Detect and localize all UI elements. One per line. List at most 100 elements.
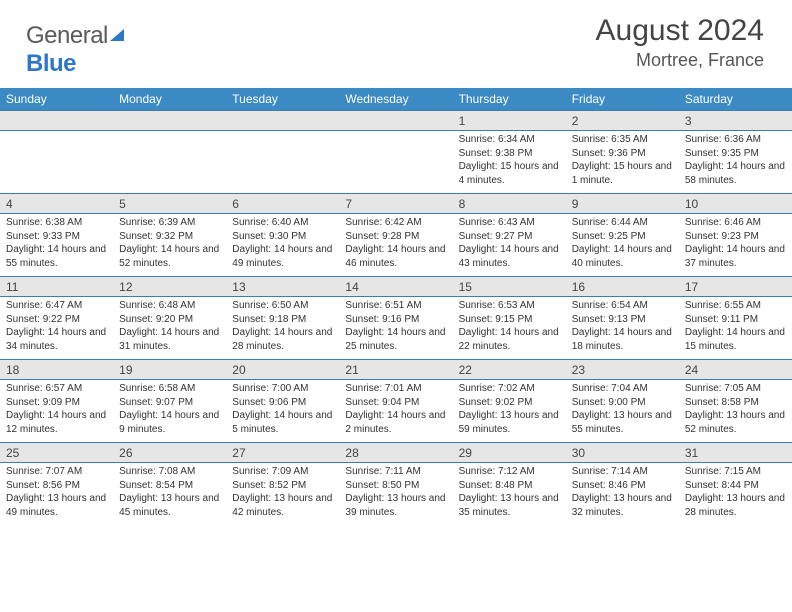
- day-info: Sunrise: 6:42 AMSunset: 9:28 PMDaylight:…: [339, 214, 452, 276]
- week-num-row: 25262728293031: [0, 443, 792, 463]
- day-number: 6: [226, 194, 339, 213]
- daylight-text: Daylight: 14 hours and 18 minutes.: [572, 326, 673, 353]
- week-num-row: 45678910: [0, 194, 792, 214]
- week-info-row: Sunrise: 6:57 AMSunset: 9:09 PMDaylight:…: [0, 380, 792, 443]
- day-number: 2: [566, 111, 679, 130]
- sunset-text: Sunset: 9:25 PM: [572, 230, 673, 244]
- day-info-cell: Sunrise: 6:58 AMSunset: 9:07 PMDaylight:…: [113, 380, 226, 443]
- sunrise-text: Sunrise: 6:47 AM: [6, 299, 107, 313]
- day-cell: 24: [679, 360, 792, 380]
- sunset-text: Sunset: 9:33 PM: [6, 230, 107, 244]
- day-info-cell: Sunrise: 6:36 AMSunset: 9:35 PMDaylight:…: [679, 131, 792, 194]
- sunrise-text: Sunrise: 7:01 AM: [345, 382, 446, 396]
- day-number: 26: [113, 443, 226, 462]
- day-info-cell: [0, 131, 113, 194]
- day-info-cell: Sunrise: 7:07 AMSunset: 8:56 PMDaylight:…: [0, 463, 113, 526]
- daylight-text: Daylight: 14 hours and 58 minutes.: [685, 160, 786, 187]
- day-number: 17: [679, 277, 792, 296]
- sunrise-text: Sunrise: 7:09 AM: [232, 465, 333, 479]
- daylight-text: Daylight: 13 hours and 39 minutes.: [345, 492, 446, 519]
- daylight-text: Daylight: 14 hours and 43 minutes.: [459, 243, 560, 270]
- day-cell: 1: [453, 111, 566, 131]
- day-cell: 21: [339, 360, 452, 380]
- day-info-cell: Sunrise: 6:40 AMSunset: 9:30 PMDaylight:…: [226, 214, 339, 277]
- day-info: Sunrise: 6:34 AMSunset: 9:38 PMDaylight:…: [453, 131, 566, 193]
- col-wednesday: Wednesday: [339, 88, 452, 111]
- day-info-cell: [226, 131, 339, 194]
- sunset-text: Sunset: 9:20 PM: [119, 313, 220, 327]
- day-number: 7: [339, 194, 452, 213]
- day-info-cell: Sunrise: 6:51 AMSunset: 9:16 PMDaylight:…: [339, 297, 452, 360]
- week-info-row: Sunrise: 6:34 AMSunset: 9:38 PMDaylight:…: [0, 131, 792, 194]
- day-number: 23: [566, 360, 679, 379]
- day-cell: 26: [113, 443, 226, 463]
- daylight-text: Daylight: 13 hours and 52 minutes.: [685, 409, 786, 436]
- day-number: 11: [0, 277, 113, 296]
- day-number: 1: [453, 111, 566, 130]
- day-info-cell: Sunrise: 6:43 AMSunset: 9:27 PMDaylight:…: [453, 214, 566, 277]
- day-number: 18: [0, 360, 113, 379]
- sunrise-text: Sunrise: 7:14 AM: [572, 465, 673, 479]
- daylight-text: Daylight: 14 hours and 5 minutes.: [232, 409, 333, 436]
- day-info-cell: Sunrise: 6:53 AMSunset: 9:15 PMDaylight:…: [453, 297, 566, 360]
- day-number: 19: [113, 360, 226, 379]
- day-info: [113, 131, 226, 189]
- daylight-text: Daylight: 14 hours and 52 minutes.: [119, 243, 220, 270]
- day-info-cell: Sunrise: 6:44 AMSunset: 9:25 PMDaylight:…: [566, 214, 679, 277]
- day-number: 25: [0, 443, 113, 462]
- sunset-text: Sunset: 9:02 PM: [459, 396, 560, 410]
- sunrise-text: Sunrise: 6:38 AM: [6, 216, 107, 230]
- day-number: 21: [339, 360, 452, 379]
- day-info: Sunrise: 7:07 AMSunset: 8:56 PMDaylight:…: [0, 463, 113, 525]
- col-sunday: Sunday: [0, 88, 113, 111]
- day-number: 27: [226, 443, 339, 462]
- sunrise-text: Sunrise: 7:15 AM: [685, 465, 786, 479]
- day-info: Sunrise: 6:47 AMSunset: 9:22 PMDaylight:…: [0, 297, 113, 359]
- sunrise-text: Sunrise: 6:51 AM: [345, 299, 446, 313]
- day-info: Sunrise: 7:05 AMSunset: 8:58 PMDaylight:…: [679, 380, 792, 442]
- day-info: Sunrise: 6:55 AMSunset: 9:11 PMDaylight:…: [679, 297, 792, 359]
- day-info-cell: Sunrise: 7:08 AMSunset: 8:54 PMDaylight:…: [113, 463, 226, 526]
- day-cell: 9: [566, 194, 679, 214]
- daylight-text: Daylight: 14 hours and 49 minutes.: [232, 243, 333, 270]
- sunrise-text: Sunrise: 6:53 AM: [459, 299, 560, 313]
- sunrise-text: Sunrise: 7:02 AM: [459, 382, 560, 396]
- day-number: 9: [566, 194, 679, 213]
- sunrise-text: Sunrise: 6:44 AM: [572, 216, 673, 230]
- day-info-cell: Sunrise: 6:34 AMSunset: 9:38 PMDaylight:…: [453, 131, 566, 194]
- day-number: 5: [113, 194, 226, 213]
- day-info-cell: [339, 131, 452, 194]
- daylight-text: Daylight: 13 hours and 35 minutes.: [459, 492, 560, 519]
- day-cell: 12: [113, 277, 226, 297]
- day-info: Sunrise: 7:00 AMSunset: 9:06 PMDaylight:…: [226, 380, 339, 442]
- day-info: Sunrise: 6:48 AMSunset: 9:20 PMDaylight:…: [113, 297, 226, 359]
- day-cell: [226, 111, 339, 131]
- sunset-text: Sunset: 8:50 PM: [345, 479, 446, 493]
- title-block: August 2024 Mortree, France: [596, 14, 764, 71]
- day-cell: 15: [453, 277, 566, 297]
- sunset-text: Sunset: 9:18 PM: [232, 313, 333, 327]
- day-info: Sunrise: 7:08 AMSunset: 8:54 PMDaylight:…: [113, 463, 226, 525]
- day-info: Sunrise: 6:44 AMSunset: 9:25 PMDaylight:…: [566, 214, 679, 276]
- sunrise-text: Sunrise: 6:43 AM: [459, 216, 560, 230]
- triangle-icon: [108, 22, 126, 50]
- day-number: 20: [226, 360, 339, 379]
- col-monday: Monday: [113, 88, 226, 111]
- day-info-cell: Sunrise: 7:09 AMSunset: 8:52 PMDaylight:…: [226, 463, 339, 526]
- sunrise-text: Sunrise: 6:48 AM: [119, 299, 220, 313]
- day-info: Sunrise: 6:40 AMSunset: 9:30 PMDaylight:…: [226, 214, 339, 276]
- sunset-text: Sunset: 9:38 PM: [459, 147, 560, 161]
- day-info: Sunrise: 6:50 AMSunset: 9:18 PMDaylight:…: [226, 297, 339, 359]
- day-number: [339, 111, 452, 129]
- daylight-text: Daylight: 13 hours and 45 minutes.: [119, 492, 220, 519]
- day-number: 12: [113, 277, 226, 296]
- day-number: [113, 111, 226, 129]
- sunset-text: Sunset: 9:13 PM: [572, 313, 673, 327]
- day-info-cell: Sunrise: 7:11 AMSunset: 8:50 PMDaylight:…: [339, 463, 452, 526]
- calendar-table: Sunday Monday Tuesday Wednesday Thursday…: [0, 88, 792, 525]
- day-number: 22: [453, 360, 566, 379]
- sunrise-text: Sunrise: 6:50 AM: [232, 299, 333, 313]
- sunrise-text: Sunrise: 6:46 AM: [685, 216, 786, 230]
- week-num-row: 18192021222324: [0, 360, 792, 380]
- sunset-text: Sunset: 9:16 PM: [345, 313, 446, 327]
